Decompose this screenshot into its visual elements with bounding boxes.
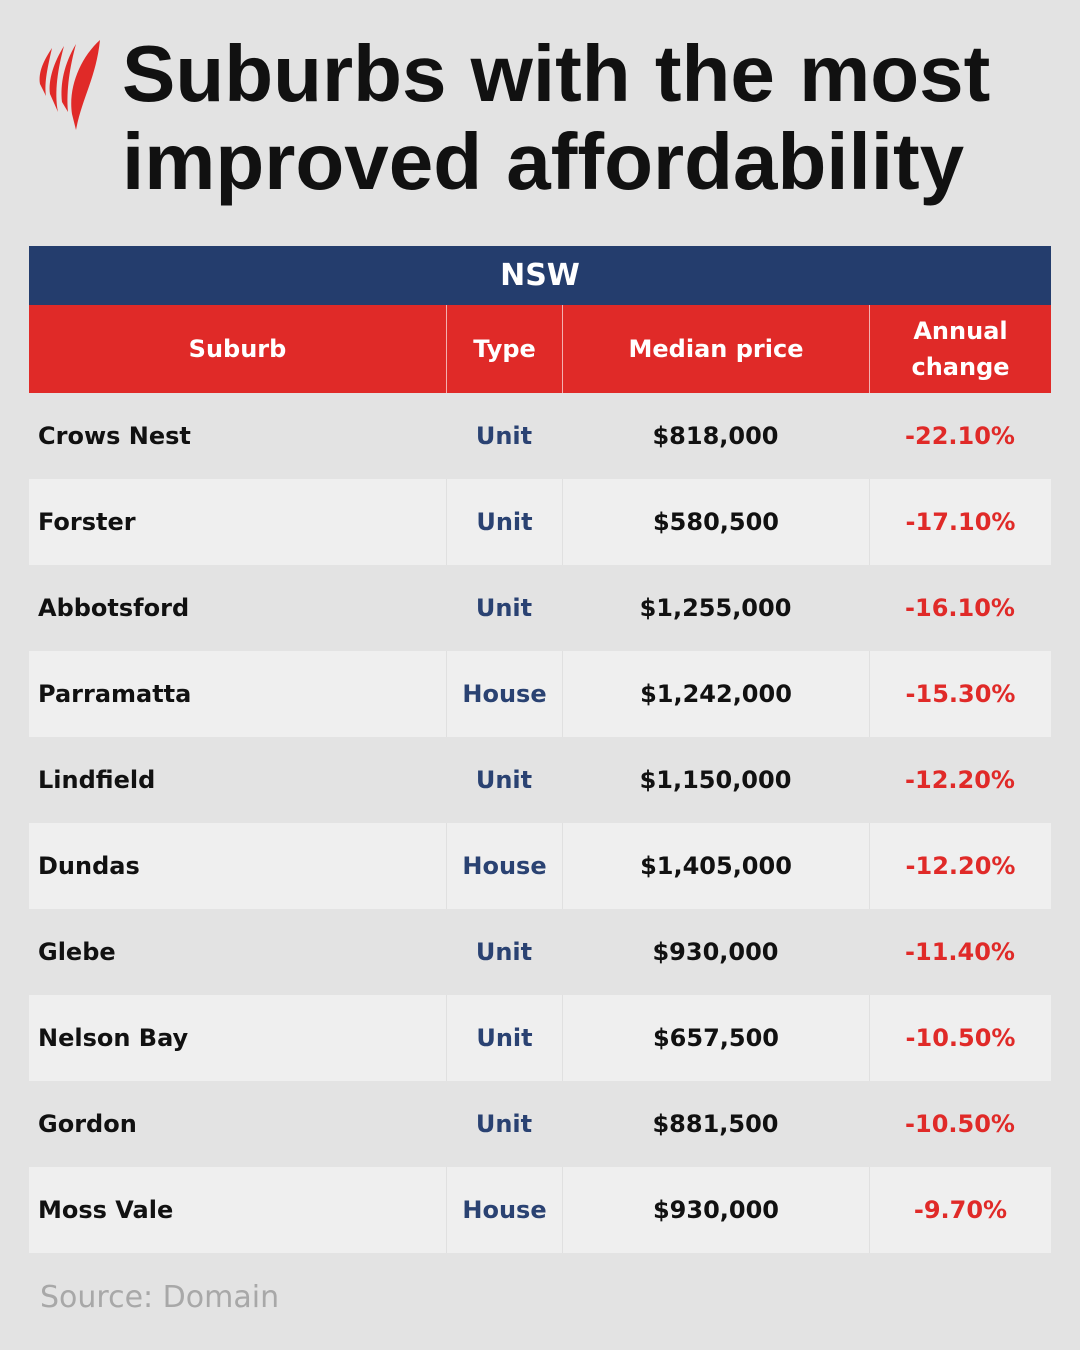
- table-row: Glebe Unit $930,000 -11.40%: [29, 909, 1051, 995]
- table-row: Lindfield Unit $1,150,000 -12.20%: [29, 737, 1051, 823]
- cell-median-price: $580,500: [562, 479, 869, 565]
- state-header: NSW: [29, 246, 1051, 305]
- cell-median-price: $930,000: [562, 1167, 869, 1253]
- cell-suburb: Dundas: [38, 852, 140, 880]
- cell-annual-change: -10.50%: [869, 995, 1051, 1081]
- header-annual-change: Annual change: [869, 305, 1051, 393]
- cell-annual-change: -15.30%: [869, 651, 1051, 737]
- page-title-line: improved affordability: [122, 117, 965, 206]
- table-row: Gordon Unit $881,500 -10.50%: [29, 1081, 1051, 1167]
- cell-type: Unit: [475, 938, 533, 966]
- cell-suburb: Glebe: [38, 938, 116, 966]
- header-suburb: Suburb: [188, 335, 287, 363]
- cell-annual-change: -22.10%: [905, 422, 1015, 450]
- cell-type: Unit: [475, 422, 533, 450]
- cell-median-price: $930,000: [652, 938, 779, 966]
- cell-type: Unit: [446, 995, 562, 1081]
- table-row: Dundas House $1,405,000 -12.20%: [29, 823, 1051, 909]
- source-note: Source: Domain: [40, 1280, 280, 1315]
- cell-suburb: Abbotsford: [38, 594, 190, 622]
- cell-type: Unit: [446, 479, 562, 565]
- cell-annual-change: -10.50%: [905, 1110, 1015, 1138]
- table-row: Nelson Bay Unit $657,500 -10.50%: [29, 995, 1051, 1081]
- cell-median-price: $657,500: [562, 995, 869, 1081]
- cell-median-price: $1,255,000: [639, 594, 792, 622]
- cell-type: Unit: [475, 594, 533, 622]
- cell-type: House: [446, 823, 562, 909]
- affordability-table: NSW Suburb Type Median price Annual chan…: [29, 246, 1051, 1253]
- cell-suburb: Nelson Bay: [38, 1024, 189, 1052]
- sbs-logo-icon: [39, 40, 100, 130]
- cell-annual-change: -9.70%: [869, 1167, 1051, 1253]
- column-headers: Suburb Type Median price Annual change: [29, 305, 1051, 393]
- table-body: Crows Nest Unit $818,000 -22.10% Forster Unit…: [29, 393, 1051, 1253]
- cell-median-price: $1,242,000: [562, 651, 869, 737]
- page-title: Suburbs with the most improved affordabil…: [122, 30, 1072, 206]
- page-title-line: Suburbs with the most: [122, 29, 991, 118]
- cell-suburb: Crows Nest: [38, 422, 191, 450]
- table-row: Parramatta House $1,242,000 -15.30%: [29, 651, 1051, 737]
- cell-median-price: $881,500: [652, 1110, 779, 1138]
- table-row: Crows Nest Unit $818,000 -22.10%: [29, 393, 1051, 479]
- cell-suburb: Forster: [38, 508, 136, 536]
- cell-suburb: Moss Vale: [38, 1196, 174, 1224]
- cell-annual-change: -11.40%: [905, 938, 1015, 966]
- cell-median-price: $1,150,000: [639, 766, 792, 794]
- cell-suburb: Gordon: [38, 1110, 137, 1138]
- cell-suburb: Lindfield: [38, 766, 156, 794]
- cell-annual-change: -17.10%: [869, 479, 1051, 565]
- table-row: Moss Vale House $930,000 -9.70%: [29, 1167, 1051, 1253]
- cell-median-price: $818,000: [652, 422, 779, 450]
- cell-suburb: Parramatta: [38, 680, 192, 708]
- header-median-price: Median price: [562, 305, 869, 393]
- cell-type: House: [446, 1167, 562, 1253]
- cell-type: Unit: [475, 766, 533, 794]
- cell-type: Unit: [475, 1110, 533, 1138]
- cell-median-price: $1,405,000: [562, 823, 869, 909]
- header-type: Type: [446, 305, 562, 393]
- cell-annual-change: -16.10%: [905, 594, 1015, 622]
- cell-annual-change: -12.20%: [905, 766, 1015, 794]
- cell-annual-change: -12.20%: [869, 823, 1051, 909]
- table-row: Abbotsford Unit $1,255,000 -16.10%: [29, 565, 1051, 651]
- table-row: Forster Unit $580,500 -17.10%: [29, 479, 1051, 565]
- cell-type: House: [446, 651, 562, 737]
